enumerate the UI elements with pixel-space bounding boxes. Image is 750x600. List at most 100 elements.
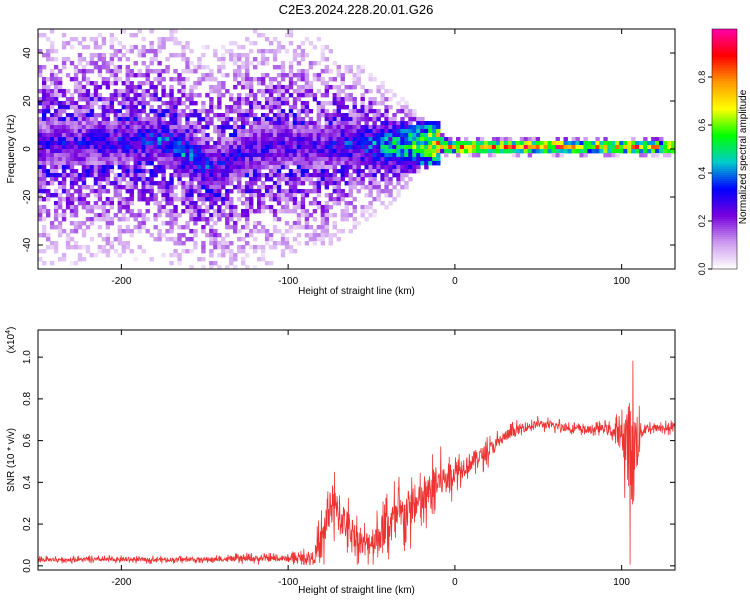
colorbar-segment xyxy=(712,235,737,238)
spectrogram-cell xyxy=(324,201,330,206)
spectrogram-cell xyxy=(360,85,365,90)
spectrogram-cell xyxy=(205,181,210,186)
spectrogram-cell xyxy=(595,141,600,146)
spectrogram-cell xyxy=(177,101,182,106)
spectrogram-cell xyxy=(276,45,282,50)
spectrogram-cell xyxy=(583,137,588,142)
spectrogram-cell xyxy=(73,89,79,94)
spectrogram-cell xyxy=(256,61,262,66)
spectrogram-cell xyxy=(336,89,341,94)
spectrogram-cell xyxy=(73,137,79,142)
spectrogram-cell xyxy=(213,197,218,202)
spectrogram-cell xyxy=(53,153,59,158)
spectrogram-cell xyxy=(157,69,162,74)
spectrogram-cell xyxy=(376,85,381,90)
spectrogram-cell xyxy=(217,209,222,214)
spectrogram-cell xyxy=(181,189,186,194)
spectrogram-cell xyxy=(276,229,282,234)
spectrogram-cell xyxy=(348,201,353,206)
spectrogram-cell xyxy=(161,69,166,74)
spectrogram-cell xyxy=(221,197,226,202)
spectrogram-cell xyxy=(336,65,341,70)
spectrogram-cell xyxy=(245,121,250,126)
spectrogram-cell xyxy=(312,77,318,82)
spectrogram-cell xyxy=(125,85,130,90)
spectrogram-cell xyxy=(412,141,417,146)
spectrogram-cell xyxy=(515,141,521,146)
spectrogram-cell xyxy=(336,157,341,162)
spectrogram-cell xyxy=(229,93,234,98)
spectrogram-cell xyxy=(49,121,55,126)
spectrogram-cell xyxy=(392,157,397,162)
spectrogram-cell xyxy=(539,149,545,154)
spectrogram-cell xyxy=(117,141,123,146)
spectrogram-cell xyxy=(181,185,186,190)
spectrogram-cell xyxy=(276,49,282,54)
spectrogram-cell xyxy=(133,177,138,182)
spectrogram-cell xyxy=(77,129,83,134)
spectrogram-cell xyxy=(77,193,83,198)
spectrogram-cell xyxy=(161,93,166,98)
spectrogram-cell xyxy=(201,173,206,178)
spectrogram-cell xyxy=(109,121,115,126)
spectrogram-cell xyxy=(217,153,222,158)
spectrogram-cell xyxy=(81,233,87,238)
spectrogram-cell xyxy=(201,265,206,270)
y-tick-label: 0.2 xyxy=(22,517,33,531)
spectrogram-cell xyxy=(460,149,465,154)
spectrogram-cell xyxy=(249,153,254,158)
spectrogram-cell xyxy=(209,177,214,182)
spectrogram-cell xyxy=(296,149,302,154)
spectrogram-cell xyxy=(49,105,55,110)
spectrogram-cell xyxy=(81,89,87,94)
spectrogram-cell xyxy=(217,157,222,162)
spectrogram-cell xyxy=(631,149,636,154)
spectrogram-cell xyxy=(456,153,461,158)
spectrogram-cell xyxy=(177,53,182,58)
spectrogram-cell xyxy=(300,145,306,150)
spectrogram-cell xyxy=(292,177,298,182)
spectrogram-cell xyxy=(328,69,334,74)
spectrogram-cell xyxy=(352,225,357,230)
spectrogram-cell xyxy=(607,141,612,146)
spectrogram-cell xyxy=(173,117,178,122)
spectrogram-cell xyxy=(57,201,63,206)
spectrogram-cell xyxy=(109,73,115,78)
spectrogram-cell xyxy=(153,157,158,162)
spectrogram-cell xyxy=(105,149,111,154)
spectrogram-cell xyxy=(109,57,115,62)
spectrogram-cell xyxy=(93,205,99,210)
spectrogram-cell xyxy=(551,141,556,146)
spectrogram-cell xyxy=(237,237,242,242)
spectrogram-cell xyxy=(57,89,63,94)
spectrogram-cell xyxy=(165,181,170,186)
spectrogram-cell xyxy=(217,85,222,90)
spectrogram-cell xyxy=(101,149,107,154)
spectrogram-cell xyxy=(73,145,79,150)
spectrogram-cell xyxy=(193,189,198,194)
spectrogram-cell xyxy=(336,229,341,234)
spectrogram-cell xyxy=(364,121,369,126)
spectrogram-cell xyxy=(157,113,162,118)
spectrogram-cell xyxy=(81,133,87,138)
spectrogram-cell xyxy=(276,201,282,206)
spectrogram-cell xyxy=(272,137,278,142)
spectrogram-cell xyxy=(85,225,91,230)
y-tick-label: 40 xyxy=(22,47,33,59)
spectrogram-cell xyxy=(316,113,322,118)
spectrogram-cell xyxy=(38,141,43,146)
spectrogram-cell xyxy=(352,81,357,86)
spectrogram-cell xyxy=(260,153,266,158)
spectrogram-cell xyxy=(424,133,429,138)
spectrogram-cell xyxy=(284,165,290,170)
colorbar-segment xyxy=(712,249,737,252)
spectrogram-cell xyxy=(189,101,194,106)
spectrogram-cell xyxy=(272,169,278,174)
spectrogram-cell xyxy=(348,65,353,70)
spectrogram-cell xyxy=(209,173,214,178)
spectrogram-cell xyxy=(121,97,126,102)
spectrogram-cell xyxy=(264,141,270,146)
spectrogram-cell xyxy=(181,69,186,74)
spectrogram-cell xyxy=(280,177,286,182)
spectrogram-cell xyxy=(129,117,134,122)
